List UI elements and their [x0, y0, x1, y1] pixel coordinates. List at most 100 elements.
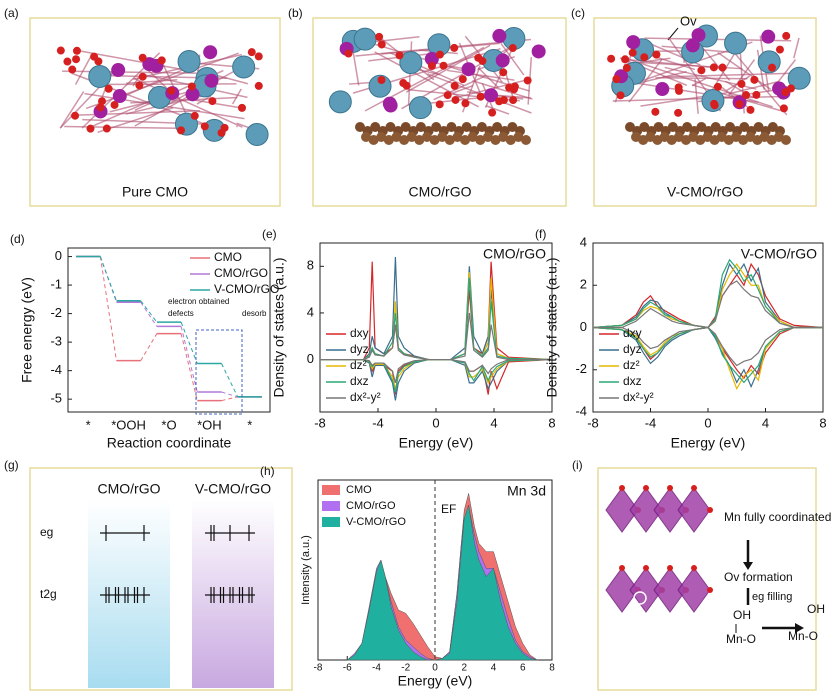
o-atom	[718, 63, 727, 72]
legend-label: V-CMO/rGO	[214, 282, 279, 296]
dos-line	[320, 312, 552, 361]
bond	[374, 51, 479, 108]
o-atom	[675, 86, 684, 95]
o-atom	[643, 485, 649, 491]
species: Mn-O	[726, 632, 756, 646]
o-atom	[607, 54, 616, 63]
x-tick-label: -8	[314, 663, 323, 674]
dos-line	[593, 326, 823, 367]
mn-atom	[492, 28, 507, 43]
o-atom	[435, 50, 444, 59]
bond	[477, 67, 499, 89]
legend-label: CMO/rGO	[214, 266, 268, 280]
octahedron	[677, 567, 711, 613]
panel-label: (b)	[288, 6, 303, 20]
dos-line	[592, 258, 823, 329]
bond	[433, 75, 486, 101]
bond	[717, 51, 772, 90]
x-tick-label: 8	[548, 415, 555, 430]
caption: Pure CMO	[122, 184, 188, 200]
o-atom	[90, 52, 99, 61]
o-atom	[208, 97, 217, 106]
carbon-atom	[490, 135, 501, 145]
carbon-atom	[391, 132, 402, 142]
x-tick-label: -4	[372, 663, 381, 674]
mn-atom	[185, 87, 200, 102]
mn-atom	[111, 63, 126, 78]
connector	[180, 326, 198, 393]
mn-atom	[461, 62, 476, 77]
x-tick-label: -8	[587, 415, 599, 430]
connector	[99, 256, 117, 361]
carbon-atom	[492, 122, 503, 132]
metal-atom	[368, 74, 392, 98]
o-atom	[691, 565, 697, 571]
bond	[59, 91, 85, 129]
bond	[196, 95, 212, 105]
step-text: Mn fully coordinated	[724, 510, 831, 524]
dos-line	[593, 280, 823, 329]
x-tick-label: -8	[314, 415, 326, 430]
carbon-atom	[414, 135, 425, 145]
dos-line	[592, 326, 823, 389]
connector	[99, 256, 117, 301]
metal-atom	[328, 90, 352, 114]
octahedron	[653, 487, 687, 533]
y-tick-label: 2	[580, 277, 587, 292]
o-atom	[71, 111, 80, 120]
metal-atom	[245, 123, 269, 147]
mn-atom	[203, 45, 218, 60]
connector	[180, 321, 198, 364]
o-atom	[427, 61, 436, 70]
x-axis-label: Energy (eV)	[398, 673, 473, 689]
caption: V-CMO/rGO	[667, 184, 743, 200]
bond	[500, 42, 525, 76]
x-tick-label: *OH	[197, 417, 222, 432]
y-tick-label: -1	[50, 277, 62, 292]
y-tick-label: 4	[307, 304, 314, 319]
o-atom	[157, 56, 166, 65]
bond	[405, 44, 491, 93]
bond	[64, 125, 188, 130]
o-atom	[138, 72, 147, 81]
x-tick-label: -4	[372, 415, 384, 430]
panel-label: (e)	[262, 227, 277, 241]
o-atom	[187, 82, 196, 91]
mn-atom	[626, 35, 641, 50]
connector	[180, 333, 198, 401]
o-atom	[628, 48, 637, 57]
o-atom	[395, 51, 404, 60]
legend-label: dyz	[623, 342, 642, 356]
o-atom	[746, 105, 755, 114]
y-axis-label: Intensity (a.u.)	[300, 535, 312, 605]
x-tick-label: 0	[704, 415, 711, 430]
o-atom	[451, 95, 460, 104]
o-atom	[709, 63, 718, 72]
mn-atom	[112, 89, 127, 104]
bond	[87, 99, 152, 130]
o-atom	[177, 126, 186, 135]
o-atom	[508, 44, 517, 53]
carbon-atom	[781, 135, 791, 145]
o-atom	[619, 565, 625, 571]
bond	[70, 109, 201, 117]
x-tick-label: *	[86, 417, 91, 432]
y-tick-label: -4	[50, 362, 62, 377]
mn-atom	[495, 53, 510, 68]
y-axis-label: Free energy (eV)	[19, 277, 35, 383]
band-background	[88, 500, 170, 688]
o-atom	[616, 91, 625, 100]
x-tick-label: *	[247, 417, 252, 432]
connector	[221, 391, 238, 398]
bond	[793, 37, 800, 59]
metal-atom	[88, 64, 112, 88]
structure-art	[56, 24, 811, 613]
o-atom	[435, 100, 444, 109]
o-atom	[167, 86, 176, 95]
legend-swatch	[322, 501, 340, 511]
octahedron	[677, 487, 711, 533]
o-atom	[621, 55, 630, 64]
legend-label: V-CMO/rGO	[346, 516, 406, 528]
x-tick-label: 4	[491, 663, 497, 674]
connector	[221, 396, 238, 402]
